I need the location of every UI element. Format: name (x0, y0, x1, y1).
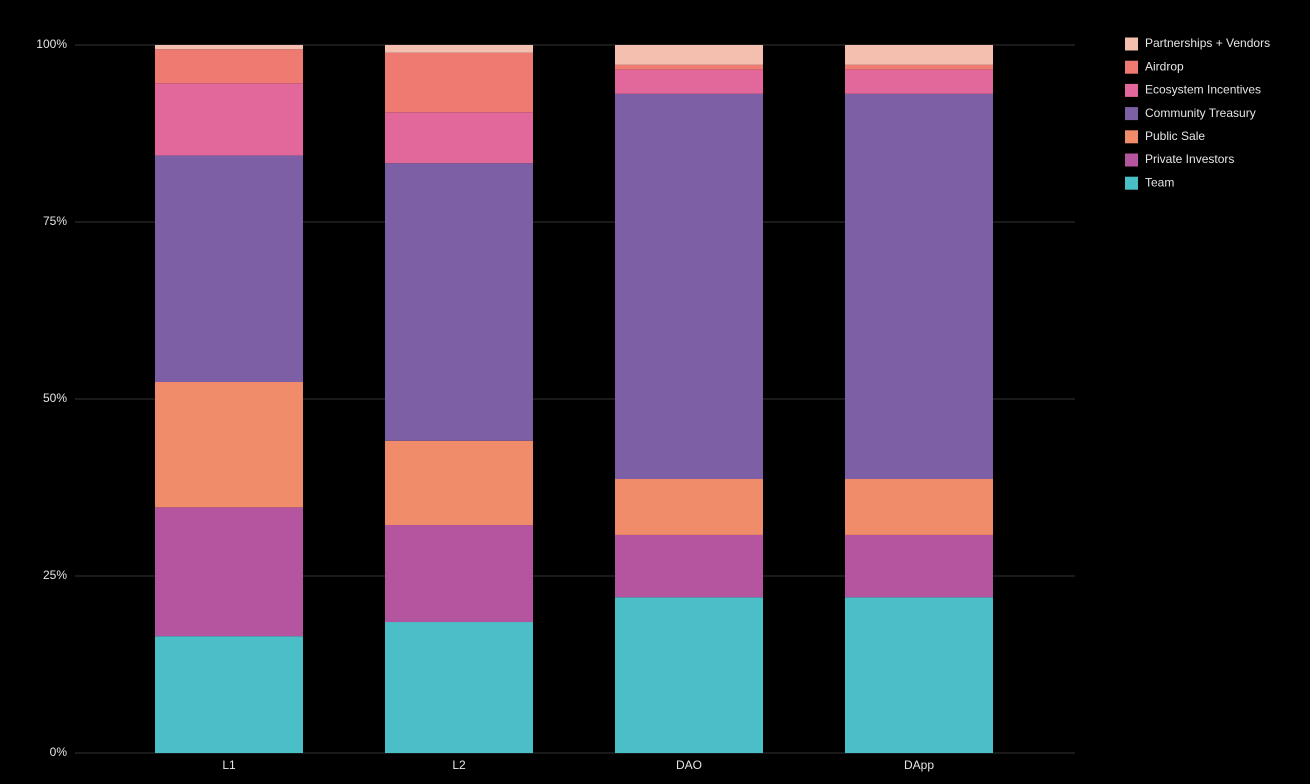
legend-label: Public Sale (1145, 129, 1205, 143)
bar-segment (615, 64, 763, 70)
bar-segment (155, 155, 303, 383)
bar-segment (615, 479, 763, 535)
bar-segment (845, 45, 993, 65)
legend-label: Ecosystem Incentives (1145, 83, 1261, 97)
legend-label: Team (1145, 175, 1174, 189)
bar-segment (155, 382, 303, 508)
bar-segment (845, 534, 993, 598)
legend-swatch (1125, 130, 1138, 144)
bar-segment (385, 112, 533, 164)
bar-segment (615, 69, 763, 94)
legend-label: Partnerships + Vendors (1145, 36, 1270, 50)
bar-segment (155, 507, 303, 637)
bar-segment (385, 45, 533, 53)
legend-swatch (1125, 37, 1138, 51)
x-tick-label: L1 (222, 758, 236, 772)
legend-label: Airdrop (1145, 59, 1184, 73)
x-tick-label: DAO (676, 758, 702, 772)
legend-swatch (1125, 153, 1138, 167)
bar-segment (615, 597, 763, 753)
bar-segment (615, 534, 763, 598)
y-tick-label: 25% (43, 568, 67, 582)
bar-segment (615, 45, 763, 65)
bar-segment (385, 440, 533, 526)
legend-swatch (1125, 176, 1138, 190)
legend-swatch (1125, 83, 1138, 97)
y-tick-label: 50% (43, 391, 67, 405)
legend-swatch (1125, 60, 1138, 74)
bar-segment (845, 64, 993, 70)
y-tick-label: 75% (43, 214, 67, 228)
bar-segment (845, 597, 993, 753)
x-tick-label: DApp (904, 758, 934, 772)
y-tick-label: 0% (50, 745, 68, 759)
bar-segment (845, 69, 993, 94)
x-tick-label: L2 (452, 758, 466, 772)
bar-segment (155, 83, 303, 156)
bar-segment (385, 622, 533, 753)
bar-segment (155, 45, 303, 50)
legend-label: Private Investors (1145, 152, 1234, 166)
legend-swatch (1125, 107, 1138, 121)
bar-segment (385, 163, 533, 441)
bar-segment (385, 525, 533, 623)
bar-segment (615, 93, 763, 480)
y-tick-label: 100% (36, 37, 67, 51)
bar-segment (845, 93, 993, 480)
legend-label: Community Treasury (1145, 106, 1256, 120)
bar-segment (385, 52, 533, 113)
bar-segment (155, 49, 303, 84)
bar-segment (845, 479, 993, 535)
bar-segment (155, 636, 303, 753)
